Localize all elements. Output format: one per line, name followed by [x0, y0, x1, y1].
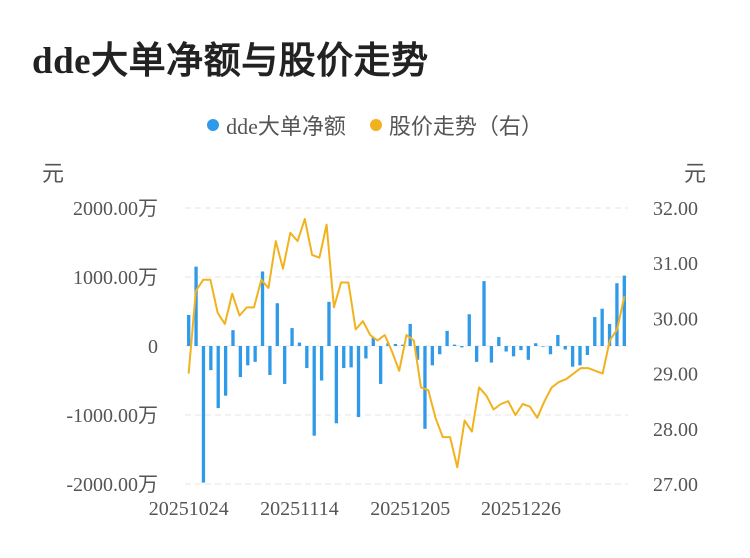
dde-bar[interactable]: [489, 346, 494, 363]
dde-bar[interactable]: [622, 275, 626, 346]
x-axis-tick-label: 20251114: [260, 498, 339, 520]
dde-bar[interactable]: [423, 346, 427, 429]
dde-bar[interactable]: [260, 271, 265, 346]
left-axis-unit: 元: [42, 161, 65, 186]
dde-bars: [187, 266, 626, 483]
dde-bar[interactable]: [238, 346, 243, 378]
dde-bar[interactable]: [246, 346, 250, 366]
dde-bar[interactable]: [511, 346, 516, 357]
dde-bar[interactable]: [563, 346, 567, 350]
dde-bar[interactable]: [305, 346, 309, 369]
dde-bar[interactable]: [342, 346, 346, 369]
dde-bar[interactable]: [482, 281, 486, 346]
left-axis-tick-label: -1000.00万: [66, 405, 158, 427]
dde-bar[interactable]: [253, 346, 257, 362]
dde-bar[interactable]: [600, 308, 604, 346]
dde-bar[interactable]: [526, 346, 530, 360]
dde-bar[interactable]: [319, 346, 324, 381]
dde-bar[interactable]: [408, 323, 412, 346]
left-axis-tick-label: 2000.00万: [73, 198, 158, 220]
dde-bar[interactable]: [401, 344, 405, 346]
x-axis-tick-label: 20251226: [481, 498, 561, 520]
dde-bar[interactable]: [216, 346, 220, 409]
dde-bar[interactable]: [356, 346, 361, 418]
dde-bar[interactable]: [268, 346, 272, 375]
dde-bar[interactable]: [327, 301, 331, 346]
right-axis-tick-label: 32.00: [653, 198, 698, 220]
left-axis-tick-label: 1000.00万: [73, 267, 158, 289]
dde-bar[interactable]: [393, 343, 398, 346]
dde-bar[interactable]: [467, 314, 471, 346]
dde-bar[interactable]: [460, 346, 464, 348]
right-axis-tick-label: 28.00: [653, 419, 698, 441]
dde-bar[interactable]: [209, 346, 213, 371]
left-axis-tick-label: -2000.00万: [66, 474, 158, 496]
dde-bar[interactable]: [578, 346, 582, 366]
dde-bar[interactable]: [570, 346, 575, 367]
dde-bar[interactable]: [556, 334, 560, 346]
dde-bar[interactable]: [297, 342, 302, 346]
grid-lines: [185, 207, 628, 485]
dde-bar[interactable]: [438, 346, 442, 355]
x-axis-ticks: 20251024 20251114 20251205 20251226: [149, 498, 561, 520]
legend-label-price: 股价走势（右）: [388, 114, 543, 139]
legend-dot-price-icon: [369, 119, 382, 131]
right-axis-ticks: 32.00 31.00 30.00 29.00 28.00 27.00: [653, 198, 698, 496]
dde-bar[interactable]: [290, 328, 294, 346]
dde-bar[interactable]: [312, 346, 316, 436]
legend-item-dde[interactable]: dde大单净额: [207, 109, 346, 141]
dde-bar[interactable]: [349, 346, 353, 368]
left-axis-ticks: 2000.00万 1000.00万 0 -1000.00万 -2000.00万: [66, 198, 158, 496]
dde-bar[interactable]: [194, 266, 198, 346]
dde-bar[interactable]: [534, 343, 538, 346]
right-axis-tick-label: 27.00: [653, 474, 698, 496]
dde-bar[interactable]: [593, 317, 597, 346]
x-axis-tick-label: 20251205: [370, 498, 450, 520]
dde-bar[interactable]: [474, 346, 479, 362]
dde-bar[interactable]: [231, 330, 235, 346]
dde-bar[interactable]: [283, 346, 287, 384]
chart-legend: dde大单净额 股价走势（右）: [0, 109, 750, 141]
price-line[interactable]: [187, 218, 626, 469]
dde-bar[interactable]: [364, 346, 368, 359]
legend-item-price[interactable]: 股价走势（右）: [369, 109, 543, 141]
dde-bar[interactable]: [445, 330, 449, 346]
right-axis-unit: 元: [684, 161, 707, 186]
right-axis-tick-label: 30.00: [653, 308, 698, 330]
dde-bar[interactable]: [334, 346, 339, 424]
right-axis-tick-label: 29.00: [653, 364, 698, 386]
dde-bar[interactable]: [223, 346, 228, 396]
x-axis-tick-label: 20251024: [149, 498, 229, 520]
dde-bar[interactable]: [371, 337, 375, 346]
dde-bar[interactable]: [275, 303, 279, 346]
price-line-layer: [187, 218, 626, 469]
dde-bar[interactable]: [519, 346, 523, 351]
legend-dot-dde-icon: [207, 119, 220, 131]
dde-bar[interactable]: [430, 346, 435, 366]
dde-bar[interactable]: [541, 346, 545, 347]
dde-bar[interactable]: [504, 346, 508, 352]
right-axis-tick-label: 31.00: [653, 253, 698, 275]
left-axis-tick-label: 0: [148, 336, 158, 358]
dde-bar[interactable]: [415, 346, 420, 360]
dde-bar[interactable]: [615, 283, 619, 346]
dde-bar[interactable]: [607, 323, 612, 346]
legend-label-dde: dde大单净额: [226, 114, 346, 139]
dde-bar[interactable]: [548, 346, 553, 355]
chart-title: dde大单净额与股价走势: [32, 41, 429, 82]
dde-bar[interactable]: [585, 346, 590, 355]
dde-bar[interactable]: [201, 346, 206, 483]
dde-bar[interactable]: [187, 314, 191, 346]
dde-bar[interactable]: [497, 337, 501, 346]
dde-bar[interactable]: [452, 344, 457, 346]
dde-bar[interactable]: [378, 346, 383, 384]
